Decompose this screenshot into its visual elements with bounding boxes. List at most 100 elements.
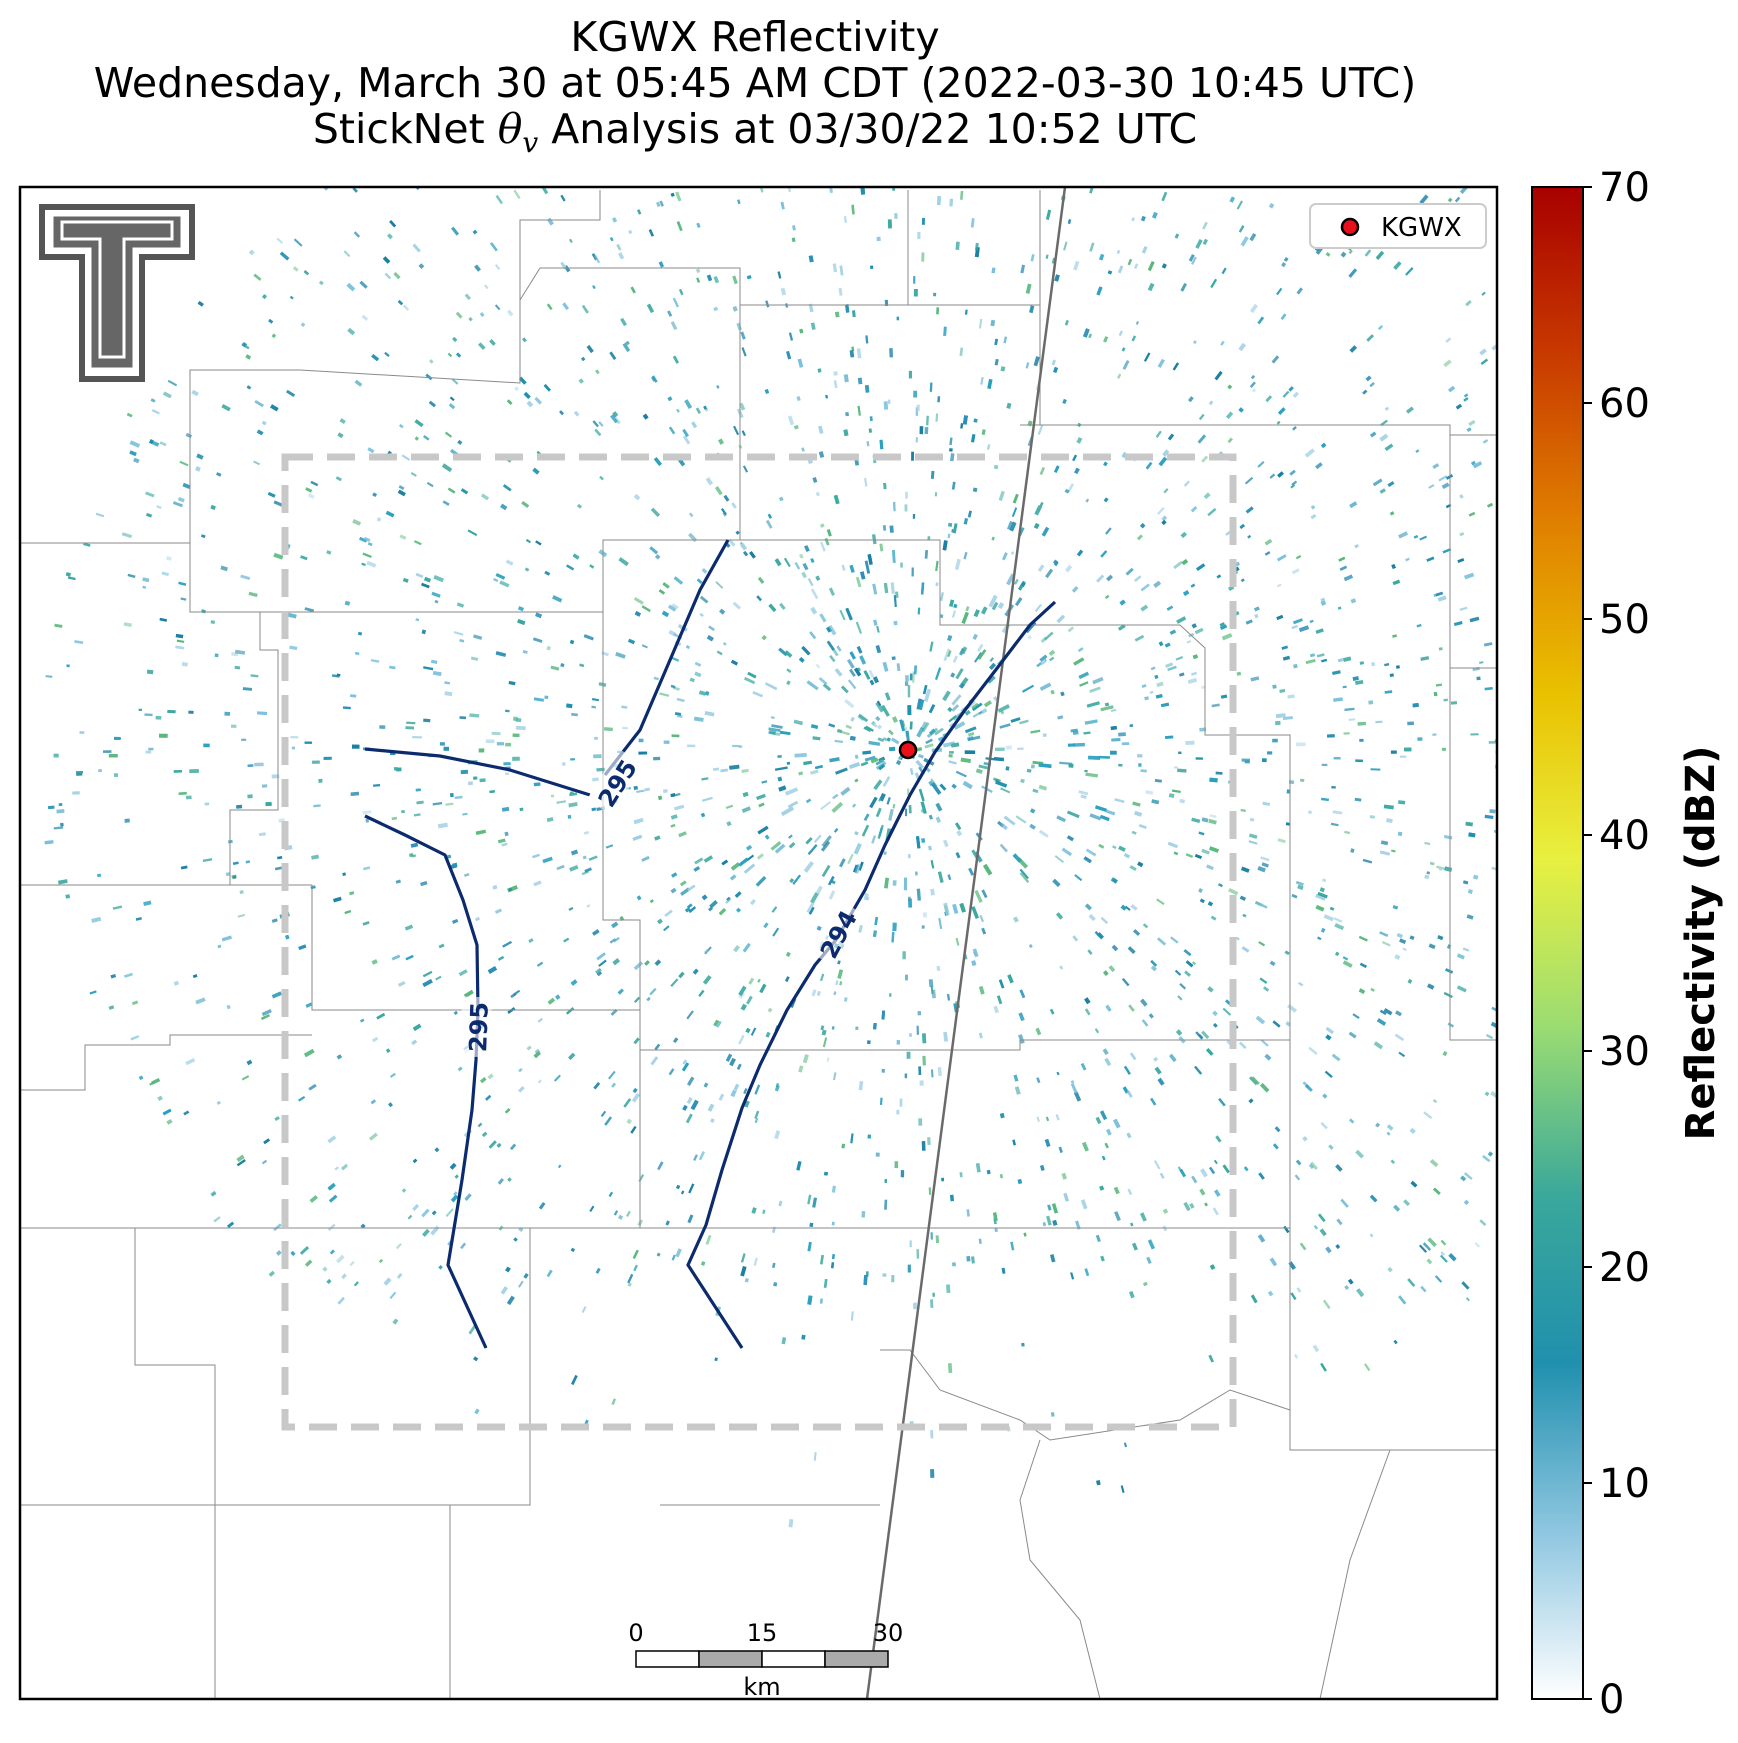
echo-cell bbox=[829, 654, 836, 663]
echo-cell bbox=[1053, 559, 1059, 565]
echo-cell bbox=[191, 389, 199, 397]
echo-cell bbox=[951, 783, 957, 789]
echo-cell bbox=[1295, 880, 1304, 886]
echo-cell bbox=[570, 849, 579, 856]
echo-cell bbox=[1283, 256, 1289, 262]
echo-cell bbox=[420, 880, 428, 887]
echo-cell bbox=[787, 187, 791, 193]
echo-cell bbox=[1209, 1264, 1216, 1270]
echo-cell bbox=[1348, 718, 1356, 721]
echo-cell bbox=[389, 1072, 396, 1078]
echo-cell bbox=[1405, 267, 1414, 276]
echo-cell bbox=[1373, 1041, 1384, 1050]
echo-cell bbox=[1053, 366, 1059, 374]
echo-cell bbox=[300, 555, 308, 561]
echo-cell bbox=[851, 346, 855, 352]
echo-cell bbox=[1150, 1097, 1157, 1106]
echo-cell bbox=[1049, 1008, 1055, 1015]
echo-cell bbox=[1329, 906, 1335, 911]
colorbar-tick-label: 20 bbox=[1599, 1245, 1650, 1291]
echo-cell bbox=[735, 530, 740, 535]
echo-cell bbox=[1084, 1268, 1090, 1277]
echo-cell bbox=[304, 741, 313, 744]
echo-cell bbox=[853, 842, 862, 855]
echo-cell bbox=[1019, 989, 1026, 999]
echo-cell bbox=[1267, 751, 1273, 755]
echo-cell bbox=[888, 808, 894, 821]
echo-cell bbox=[1178, 751, 1182, 755]
echo-cell bbox=[855, 621, 863, 634]
echo-cell bbox=[588, 855, 598, 861]
echo-cell bbox=[1315, 904, 1325, 912]
echo-cell bbox=[1121, 742, 1130, 746]
echo-cell bbox=[930, 782, 942, 795]
legend-marker bbox=[1340, 217, 1360, 237]
echo-cell bbox=[686, 1076, 695, 1086]
echo-cell bbox=[487, 1073, 494, 1080]
echo-cell bbox=[1407, 721, 1415, 726]
echo-cell bbox=[961, 611, 969, 624]
echo-cell bbox=[966, 1209, 970, 1217]
echo-cell bbox=[907, 685, 911, 698]
echo-cell bbox=[385, 510, 395, 518]
echo-cell bbox=[1020, 264, 1026, 274]
echo-cell bbox=[906, 1051, 911, 1059]
echo-cell bbox=[785, 951, 791, 957]
echo-cell bbox=[678, 288, 684, 296]
echo-cell bbox=[1415, 449, 1420, 454]
echo-cell bbox=[591, 807, 597, 812]
echo-cell bbox=[798, 771, 804, 776]
echo-cell bbox=[1110, 750, 1117, 755]
echo-cell bbox=[646, 303, 655, 313]
echo-cell bbox=[407, 1214, 413, 1220]
echo-cell bbox=[627, 1282, 632, 1287]
echo-cell bbox=[733, 944, 740, 953]
echo-cell bbox=[1409, 1127, 1416, 1134]
echo-cell bbox=[1123, 1442, 1128, 1448]
echo-cell bbox=[1407, 978, 1413, 984]
echo-cell bbox=[976, 643, 984, 652]
echo-cell bbox=[1002, 552, 1008, 561]
echo-cell bbox=[253, 460, 261, 466]
echo-cell bbox=[934, 492, 938, 497]
echo-cell bbox=[930, 888, 935, 896]
echo-cell bbox=[592, 420, 599, 428]
echo-cell bbox=[1199, 727, 1207, 732]
echo-cell bbox=[788, 332, 794, 341]
echo-cell bbox=[658, 589, 665, 595]
echo-cell bbox=[956, 830, 963, 837]
radar-site-marker[interactable] bbox=[898, 740, 918, 760]
echo-cell bbox=[826, 626, 833, 633]
echo-cell bbox=[838, 287, 843, 296]
echo-cell bbox=[591, 705, 597, 709]
echo-cell bbox=[1320, 927, 1326, 933]
echo-cell bbox=[658, 261, 664, 268]
echo-cell bbox=[1369, 431, 1377, 438]
echo-cell bbox=[870, 757, 879, 764]
echo-cell bbox=[818, 425, 824, 434]
echo-cell bbox=[501, 842, 508, 847]
echo-cell bbox=[484, 284, 489, 290]
echo-cell bbox=[981, 606, 988, 615]
echo-cell bbox=[868, 740, 881, 746]
echo-cell bbox=[883, 582, 889, 594]
echo-cell bbox=[241, 738, 247, 741]
echo-cell bbox=[1170, 936, 1179, 944]
echo-cell bbox=[1183, 480, 1190, 487]
echo-cell bbox=[883, 401, 889, 410]
echo-cell bbox=[1089, 813, 1102, 821]
echo-cell bbox=[178, 791, 187, 796]
echo-cell bbox=[641, 644, 648, 649]
echo-cell bbox=[362, 866, 371, 871]
echo-cell bbox=[790, 998, 797, 1008]
echo-cell bbox=[988, 594, 998, 608]
echo-cell bbox=[1042, 1221, 1047, 1227]
echo-cell bbox=[450, 1194, 459, 1203]
echo-cell bbox=[1160, 702, 1170, 708]
echo-cell bbox=[916, 698, 922, 710]
echo-cell bbox=[1120, 904, 1127, 911]
echo-cell bbox=[927, 845, 933, 851]
echo-cell bbox=[701, 568, 708, 574]
echo-cell bbox=[610, 921, 619, 929]
echo-cell bbox=[1300, 778, 1305, 782]
